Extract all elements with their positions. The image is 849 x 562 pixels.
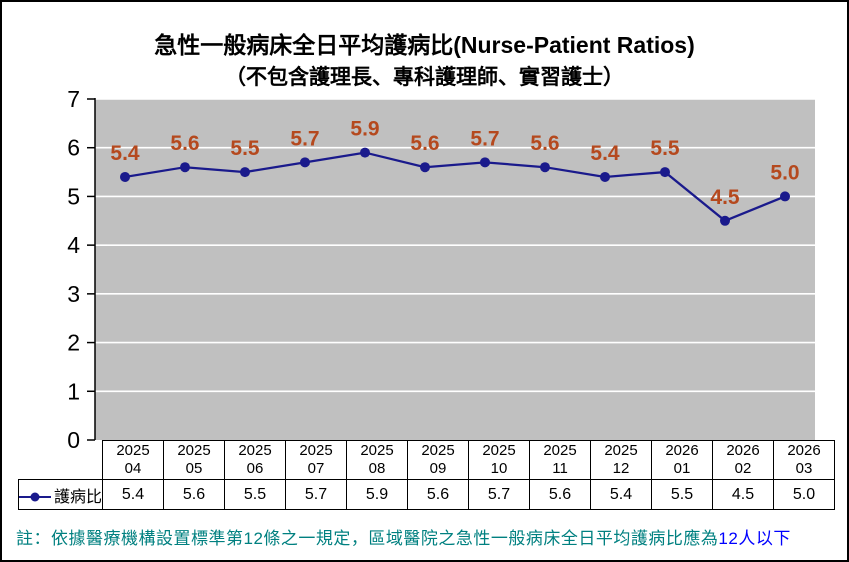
value-cell: 4.5 [712, 479, 775, 510]
data-point[interactable] [780, 191, 790, 202]
series-legend-marker-icon [19, 492, 51, 502]
data-point-label: 5.4 [110, 142, 140, 165]
value-row: 護病比 5.4 5.6 5.5 5.7 5.9 5.6 5.7 5.6 5.4 5.5 4.5 5.0 [17, 479, 836, 510]
chart-subtitle: （不包含護理長、專科護理師、實習護士） [225, 66, 624, 89]
data-point[interactable] [480, 157, 490, 168]
month-header-cell: 2025 06 [224, 440, 287, 480]
data-point-label: 5.0 [770, 161, 799, 184]
data-point-label: 5.6 [530, 132, 559, 155]
month-header-cell: 2025 05 [163, 440, 226, 480]
value-cell: 5.7 [468, 479, 531, 510]
value-cell: 5.6 [163, 479, 226, 510]
month-header-cell: 2026 02 [712, 440, 775, 480]
value-cell: 5.5 [651, 479, 714, 510]
y-axis-tick-label: 0 [67, 427, 80, 452]
month-header-row: 2025 04 2025 05 2025 06 2025 07 2025 08 2025 09 2025… [19, 440, 836, 480]
data-point[interactable] [540, 162, 550, 173]
data-point[interactable] [420, 162, 430, 173]
data-point-label: 5.5 [650, 137, 680, 160]
y-axis-tick-label: 4 [67, 232, 80, 258]
data-point-label: 5.7 [290, 127, 319, 150]
data-point[interactable] [300, 157, 310, 168]
value-cell: 5.6 [529, 479, 592, 510]
month-header-cell: 2025 08 [346, 440, 409, 480]
y-axis-tick-label: 2 [67, 330, 80, 356]
footnote: 註：依據醫療機構設置標準第12條之一規定，區域醫院之急性一般病床全日平均護病比應… [16, 524, 791, 549]
data-point[interactable] [240, 167, 250, 178]
footnote-main-text: 註：依據醫療機構設置標準第12條之一規定，區域醫院之急性一般病床全日平均護病比應… [16, 529, 719, 548]
chart-title: 急性一般病床全日平均護病比(Nurse-Patient Ratios) [154, 32, 695, 58]
data-point-label: 4.5 [710, 186, 740, 209]
chart-data-table: 2025 04 2025 05 2025 06 2025 07 2025 08 2025 09 2025… [17, 440, 836, 510]
y-axis-tick-label: 3 [67, 281, 80, 307]
value-cell: 5.4 [590, 479, 653, 510]
y-axis-tick-label: 1 [67, 378, 80, 404]
series-name-label: 護病比 [54, 488, 103, 506]
value-cell: 5.9 [346, 479, 409, 510]
month-header-cell: 2025 07 [285, 440, 348, 480]
y-axis-tick-label: 6 [67, 135, 80, 161]
series-line [124, 151, 786, 223]
data-point[interactable] [720, 215, 730, 226]
data-point[interactable] [180, 162, 190, 173]
data-point-label: 5.5 [230, 137, 260, 160]
data-point-label: 5.9 [350, 118, 379, 141]
month-header-cell: 2025 11 [529, 440, 592, 480]
month-header-cell: 2025 12 [590, 440, 653, 480]
value-cell: 5.6 [407, 479, 470, 510]
data-point-label: 5.6 [410, 132, 439, 155]
data-point-label: 5.4 [590, 142, 620, 165]
data-point-label: 5.7 [470, 127, 499, 150]
month-header-cell: 2026 01 [651, 440, 714, 480]
corner-blank [19, 441, 103, 480]
value-cell: 5.7 [285, 479, 348, 510]
month-header-cell: 2025 04 [102, 440, 165, 480]
month-header-cell: 2026 03 [773, 440, 836, 480]
month-header-cell: 2025 10 [468, 440, 531, 480]
plot-background [95, 99, 815, 440]
data-point-label: 5.6 [170, 132, 199, 155]
plot-area: 0 1 2 3 4 5 6 7 5.4 5.6 5.5 5.7 5.9 5.6 5.7 5.6 5.4 5.5 4.… [67, 86, 815, 452]
data-point[interactable] [660, 167, 670, 178]
value-cell: 5.5 [224, 479, 287, 510]
data-point[interactable] [360, 147, 370, 158]
data-point[interactable] [120, 171, 130, 182]
legend-marker-dot [30, 492, 40, 502]
value-cell: 5.0 [773, 479, 836, 510]
y-axis-tick-label: 5 [67, 183, 80, 209]
legend-cell: 護病比 [17, 479, 104, 510]
footnote-highlight-text: 12人以下 [718, 529, 791, 548]
y-axis-tick-label: 7 [67, 86, 80, 112]
value-cell: 5.4 [102, 479, 165, 510]
data-point[interactable] [600, 171, 610, 182]
month-header-cell: 2025 09 [407, 440, 470, 480]
